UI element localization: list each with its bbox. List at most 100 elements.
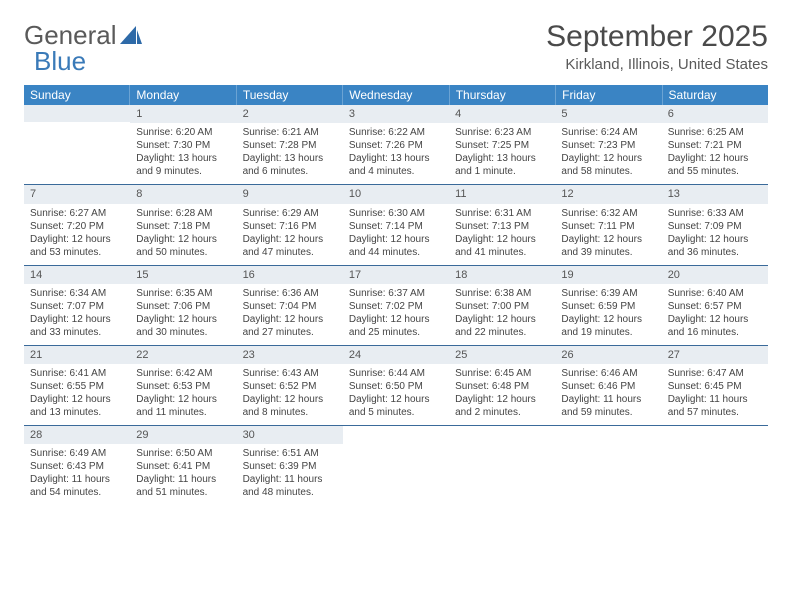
sunset-text: Sunset: 7:28 PM: [243, 139, 337, 152]
weekday-monday: Monday: [130, 85, 236, 105]
day-number: 28: [24, 426, 130, 444]
sunrise-text: Sunrise: 6:37 AM: [349, 287, 443, 300]
weekday-thursday: Thursday: [450, 85, 556, 105]
day-content: Sunrise: 6:41 AMSunset: 6:55 PMDaylight:…: [24, 364, 130, 425]
day-content: Sunrise: 6:38 AMSunset: 7:00 PMDaylight:…: [449, 284, 555, 345]
calendar: Sunday Monday Tuesday Wednesday Thursday…: [24, 85, 768, 505]
day-number: 22: [130, 346, 236, 364]
daylight-text: Daylight: 12 hours and 55 minutes.: [668, 152, 762, 178]
sunrise-text: Sunrise: 6:24 AM: [561, 126, 655, 139]
day-cell: 8Sunrise: 6:28 AMSunset: 7:18 PMDaylight…: [130, 185, 236, 264]
daylight-text: Daylight: 12 hours and 44 minutes.: [349, 233, 443, 259]
daylight-text: Daylight: 11 hours and 54 minutes.: [30, 473, 124, 499]
daylight-text: Daylight: 13 hours and 1 minute.: [455, 152, 549, 178]
sunrise-text: Sunrise: 6:42 AM: [136, 367, 230, 380]
sunrise-text: Sunrise: 6:28 AM: [136, 207, 230, 220]
week-row: 1Sunrise: 6:20 AMSunset: 7:30 PMDaylight…: [24, 105, 768, 185]
sunrise-text: Sunrise: 6:39 AM: [561, 287, 655, 300]
sunrise-text: Sunrise: 6:31 AM: [455, 207, 549, 220]
day-number: 30: [237, 426, 343, 444]
sunrise-text: Sunrise: 6:38 AM: [455, 287, 549, 300]
logo-sail-icon: [120, 26, 142, 46]
sunset-text: Sunset: 6:41 PM: [136, 460, 230, 473]
daylight-text: Daylight: 12 hours and 13 minutes.: [30, 393, 124, 419]
day-cell: 1Sunrise: 6:20 AMSunset: 7:30 PMDaylight…: [130, 105, 236, 184]
sunrise-text: Sunrise: 6:22 AM: [349, 126, 443, 139]
daylight-text: Daylight: 12 hours and 47 minutes.: [243, 233, 337, 259]
weekday-tuesday: Tuesday: [237, 85, 343, 105]
day-cell: 10Sunrise: 6:30 AMSunset: 7:14 PMDayligh…: [343, 185, 449, 264]
daylight-text: Daylight: 13 hours and 6 minutes.: [243, 152, 337, 178]
day-content: Sunrise: 6:27 AMSunset: 7:20 PMDaylight:…: [24, 204, 130, 265]
sunset-text: Sunset: 6:48 PM: [455, 380, 549, 393]
sunrise-text: Sunrise: 6:44 AM: [349, 367, 443, 380]
day-content: Sunrise: 6:32 AMSunset: 7:11 PMDaylight:…: [555, 204, 661, 265]
day-content: Sunrise: 6:31 AMSunset: 7:13 PMDaylight:…: [449, 204, 555, 265]
sunrise-text: Sunrise: 6:36 AM: [243, 287, 337, 300]
weekday-sunday: Sunday: [24, 85, 130, 105]
sunset-text: Sunset: 7:13 PM: [455, 220, 549, 233]
day-content: Sunrise: 6:43 AMSunset: 6:52 PMDaylight:…: [237, 364, 343, 425]
sunset-text: Sunset: 7:23 PM: [561, 139, 655, 152]
daylight-text: Daylight: 12 hours and 11 minutes.: [136, 393, 230, 419]
sunset-text: Sunset: 7:00 PM: [455, 300, 549, 313]
day-number: 14: [24, 266, 130, 284]
day-content: Sunrise: 6:30 AMSunset: 7:14 PMDaylight:…: [343, 204, 449, 265]
weeks-container: 1Sunrise: 6:20 AMSunset: 7:30 PMDaylight…: [24, 105, 768, 505]
sunset-text: Sunset: 7:26 PM: [349, 139, 443, 152]
day-cell: 19Sunrise: 6:39 AMSunset: 6:59 PMDayligh…: [555, 266, 661, 345]
sunrise-text: Sunrise: 6:34 AM: [30, 287, 124, 300]
sunrise-text: Sunrise: 6:41 AM: [30, 367, 124, 380]
day-content: Sunrise: 6:36 AMSunset: 7:04 PMDaylight:…: [237, 284, 343, 345]
day-content: Sunrise: 6:49 AMSunset: 6:43 PMDaylight:…: [24, 444, 130, 505]
day-cell: 14 Sunrise: 6:34 AMSunset: 7:07 PMDayligh…: [24, 266, 130, 345]
day-number: 23: [237, 346, 343, 364]
day-number: 17: [343, 266, 449, 284]
weekday-friday: Friday: [556, 85, 662, 105]
week-row: 28Sunrise: 6:49 AMSunset: 6:43 PMDayligh…: [24, 426, 768, 505]
sunset-text: Sunset: 6:53 PM: [136, 380, 230, 393]
week-row: 7Sunrise: 6:27 AMSunset: 7:20 PMDaylight…: [24, 185, 768, 265]
sunset-text: Sunset: 7:09 PM: [668, 220, 762, 233]
day-number: 27: [662, 346, 768, 364]
sunrise-text: Sunrise: 6:45 AM: [455, 367, 549, 380]
sunset-text: Sunset: 7:07 PM: [30, 300, 124, 313]
daylight-text: Daylight: 12 hours and 33 minutes.: [30, 313, 124, 339]
sunrise-text: Sunrise: 6:43 AM: [243, 367, 337, 380]
sunrise-text: Sunrise: 6:32 AM: [561, 207, 655, 220]
day-number: 21: [24, 346, 130, 364]
day-content: Sunrise: 6:51 AMSunset: 6:39 PMDaylight:…: [237, 444, 343, 505]
sunrise-text: Sunrise: 6:47 AM: [668, 367, 762, 380]
day-cell: 24Sunrise: 6:44 AMSunset: 6:50 PMDayligh…: [343, 346, 449, 425]
day-cell: 17Sunrise: 6:37 AMSunset: 7:02 PMDayligh…: [343, 266, 449, 345]
daylight-text: Daylight: 12 hours and 16 minutes.: [668, 313, 762, 339]
day-number: 2: [237, 105, 343, 123]
sunset-text: Sunset: 7:04 PM: [243, 300, 337, 313]
daylight-text: Daylight: 12 hours and 5 minutes.: [349, 393, 443, 419]
day-number: 12: [555, 185, 661, 203]
sunrise-text: Sunrise: 6:27 AM: [30, 207, 124, 220]
sunset-text: Sunset: 7:25 PM: [455, 139, 549, 152]
daylight-text: Daylight: 12 hours and 58 minutes.: [561, 152, 655, 178]
day-content: Sunrise: 6:45 AMSunset: 6:48 PMDaylight:…: [449, 364, 555, 425]
day-cell: 11Sunrise: 6:31 AMSunset: 7:13 PMDayligh…: [449, 185, 555, 264]
day-number: 7: [24, 185, 130, 203]
day-content: Sunrise: 6:46 AMSunset: 6:46 PMDaylight:…: [555, 364, 661, 425]
sunset-text: Sunset: 7:14 PM: [349, 220, 443, 233]
day-cell: 2Sunrise: 6:21 AMSunset: 7:28 PMDaylight…: [237, 105, 343, 184]
day-cell: 15Sunrise: 6:35 AMSunset: 7:06 PMDayligh…: [130, 266, 236, 345]
sunrise-text: Sunrise: 6:51 AM: [243, 447, 337, 460]
day-number: 8: [130, 185, 236, 203]
day-cell: 4Sunrise: 6:23 AMSunset: 7:25 PMDaylight…: [449, 105, 555, 184]
daylight-text: Daylight: 12 hours and 22 minutes.: [455, 313, 549, 339]
day-number: 9: [237, 185, 343, 203]
sunset-text: Sunset: 7:16 PM: [243, 220, 337, 233]
day-content: Sunrise: 6:40 AMSunset: 6:57 PMDaylight:…: [662, 284, 768, 345]
day-content: Sunrise: 6:33 AMSunset: 7:09 PMDaylight:…: [662, 204, 768, 265]
title-block: September 2025 Kirkland, Illinois, Unite…: [546, 20, 768, 73]
day-content: Sunrise: 6:20 AMSunset: 7:30 PMDaylight:…: [130, 123, 236, 184]
week-row: 21Sunrise: 6:41 AMSunset: 6:55 PMDayligh…: [24, 346, 768, 426]
daylight-text: Daylight: 11 hours and 59 minutes.: [561, 393, 655, 419]
day-number: 11: [449, 185, 555, 203]
day-cell: 23Sunrise: 6:43 AMSunset: 6:52 PMDayligh…: [237, 346, 343, 425]
